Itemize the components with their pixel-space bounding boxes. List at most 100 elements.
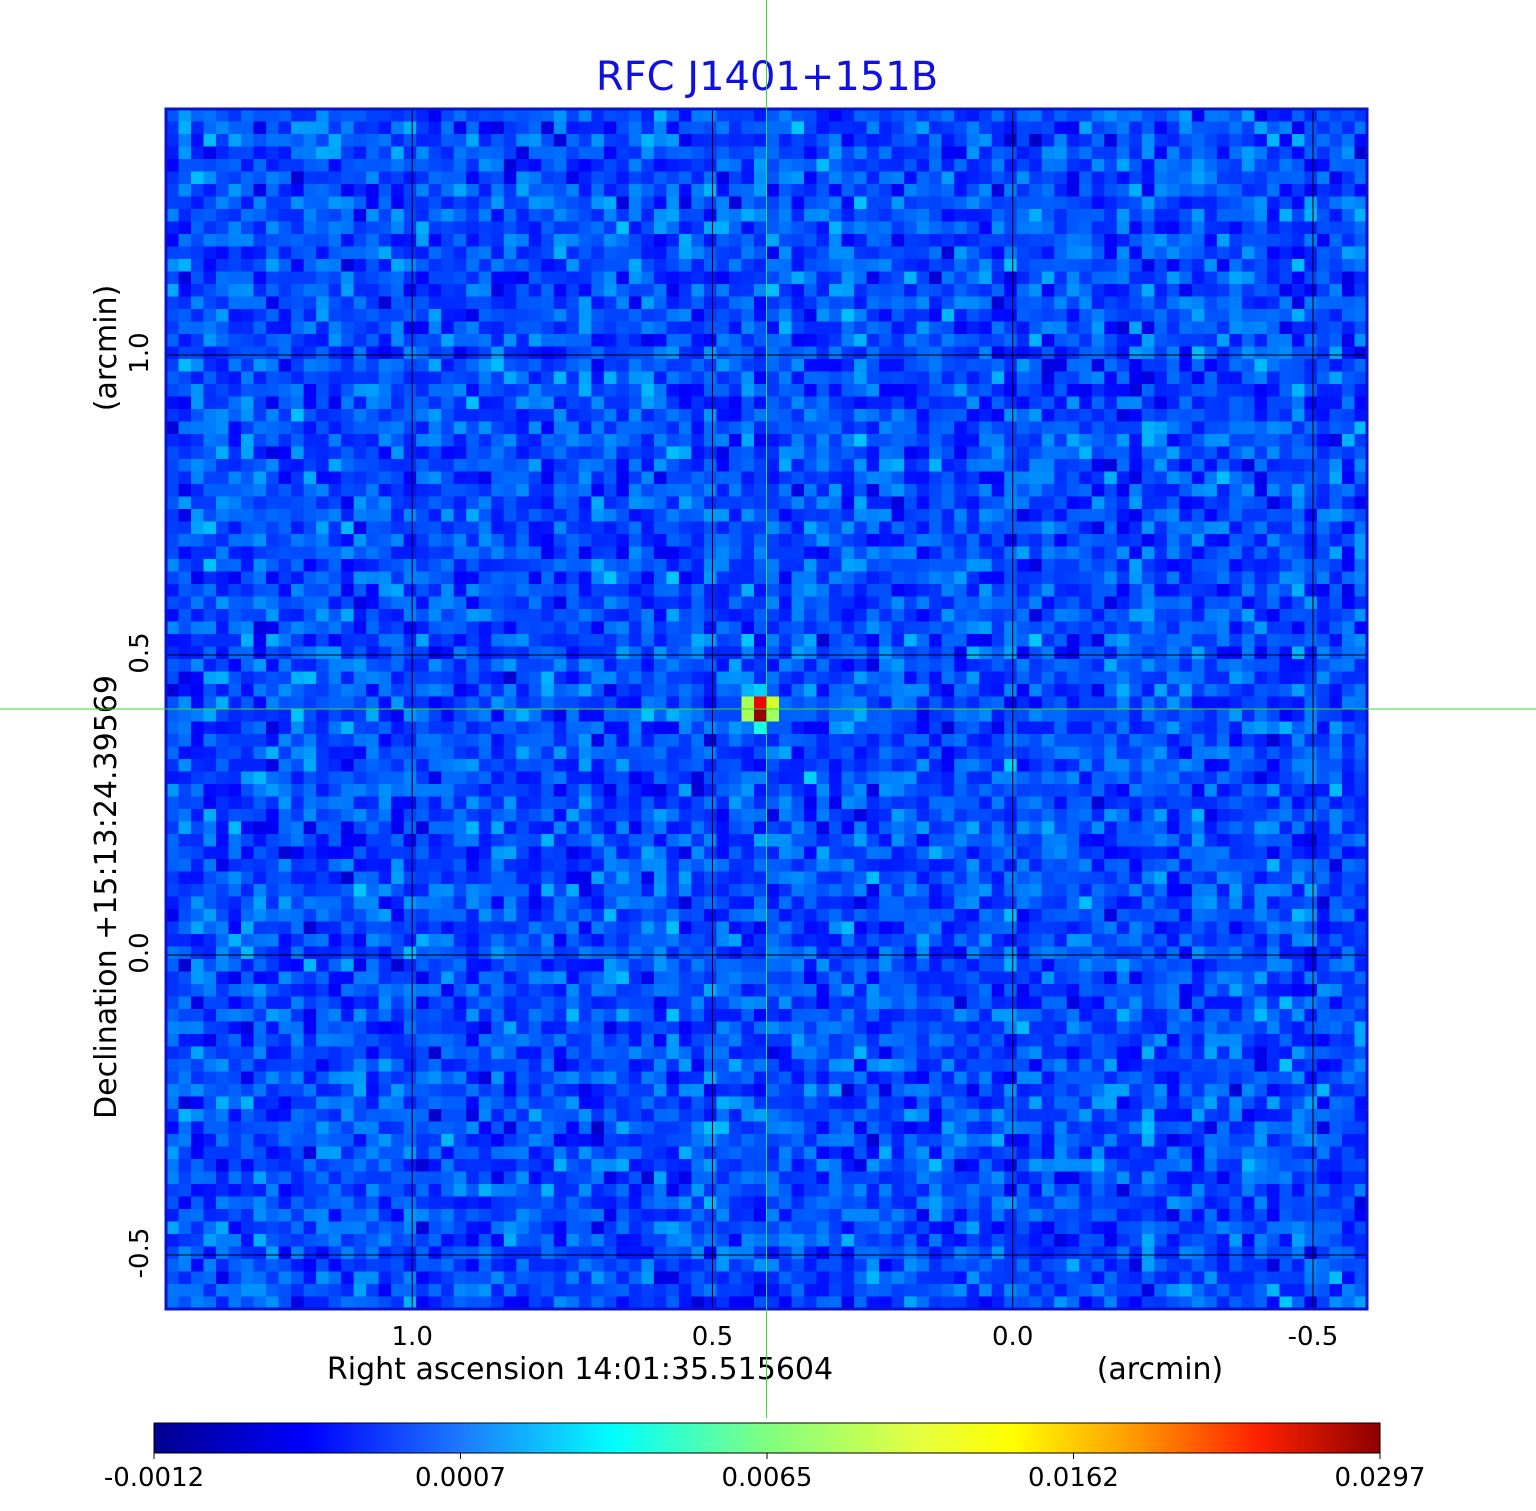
heatmap-pixel — [716, 171, 730, 185]
heatmap-pixel — [1166, 134, 1180, 148]
heatmap-pixel — [666, 584, 680, 598]
heatmap-pixel — [753, 196, 768, 210]
heatmap-pixel — [241, 409, 255, 423]
heatmap-pixel — [1254, 309, 1268, 323]
heatmap-pixel — [641, 534, 655, 548]
heatmap-pixel — [503, 396, 517, 410]
heatmap-pixel — [728, 396, 743, 410]
heatmap-pixel — [1279, 109, 1293, 123]
heatmap-pixel — [1279, 621, 1293, 635]
heatmap-pixel — [728, 359, 743, 373]
heatmap-pixel — [503, 509, 517, 523]
heatmap-pixel — [841, 709, 855, 723]
heatmap-pixel — [1054, 421, 1068, 435]
heatmap-pixel — [441, 259, 455, 273]
heatmap-pixel — [341, 409, 355, 423]
heatmap-pixel — [916, 446, 930, 460]
heatmap-pixel — [353, 321, 367, 335]
heatmap-pixel — [1154, 271, 1168, 285]
heatmap-pixel — [1291, 646, 1306, 660]
heatmap-pixel — [991, 646, 1005, 660]
heatmap-pixel — [253, 596, 267, 610]
heatmap-pixel — [541, 471, 555, 485]
heatmap-pixel — [741, 246, 755, 260]
heatmap-pixel — [603, 646, 617, 660]
heatmap-pixel — [1066, 359, 1080, 373]
heatmap-pixel — [929, 634, 943, 648]
heatmap-pixel — [516, 571, 530, 585]
heatmap-pixel — [1129, 396, 1143, 410]
heatmap-pixel — [753, 409, 768, 423]
heatmap-pixel — [1191, 296, 1205, 310]
heatmap-pixel — [653, 384, 668, 398]
heatmap-pixel — [804, 584, 818, 598]
heatmap-pixel — [1204, 684, 1218, 698]
heatmap-pixel — [378, 721, 392, 735]
heatmap-pixel — [941, 209, 955, 223]
heatmap-pixel — [541, 421, 555, 435]
heatmap-pixel — [766, 259, 780, 273]
heatmap-pixel — [416, 484, 430, 498]
heatmap-pixel — [929, 309, 943, 323]
heatmap-pixel — [791, 134, 805, 148]
heatmap-pixel — [241, 234, 255, 248]
heatmap-pixel — [1179, 659, 1193, 673]
heatmap-pixel — [941, 684, 955, 698]
heatmap-pixel — [453, 109, 467, 123]
heatmap-pixel — [1304, 221, 1318, 235]
heatmap-pixel — [1116, 434, 1130, 448]
heatmap-pixel — [816, 371, 830, 385]
heatmap-pixel — [1004, 321, 1018, 335]
heatmap-pixel — [1004, 171, 1018, 185]
heatmap-pixel — [441, 234, 455, 248]
heatmap-pixel — [1341, 271, 1356, 285]
heatmap-pixel — [1141, 309, 1155, 323]
heatmap-pixel — [991, 196, 1005, 210]
heatmap-pixel — [428, 421, 442, 435]
heatmap-pixel — [678, 496, 693, 510]
heatmap-pixel — [666, 121, 680, 135]
heatmap-pixel — [553, 459, 567, 473]
heatmap-pixel — [703, 196, 718, 210]
heatmap-pixel — [891, 484, 905, 498]
heatmap-pixel — [816, 559, 830, 573]
heatmap-pixel — [1191, 134, 1205, 148]
heatmap-pixel — [1166, 446, 1180, 460]
heatmap-pixel — [1129, 696, 1143, 710]
heatmap-pixel — [353, 659, 367, 673]
heatmap-pixel — [1129, 159, 1143, 173]
heatmap-pixel — [378, 159, 392, 173]
heatmap-pixel — [904, 409, 918, 423]
heatmap-pixel — [991, 459, 1005, 473]
heatmap-pixel — [491, 209, 505, 223]
heatmap-pixel — [1154, 446, 1168, 460]
heatmap-pixel — [353, 134, 367, 148]
heatmap-pixel — [1304, 396, 1318, 410]
heatmap-pixel — [829, 446, 843, 460]
heatmap-pixel — [266, 659, 280, 673]
heatmap-pixel — [979, 734, 993, 748]
heatmap-pixel — [1266, 521, 1281, 535]
heatmap-pixel — [366, 121, 380, 135]
heatmap-pixel — [1079, 484, 1093, 498]
heatmap-pixel — [691, 634, 705, 648]
heatmap-pixel — [1191, 421, 1205, 435]
heatmap-pixel — [916, 396, 930, 410]
heatmap-pixel — [566, 559, 580, 573]
heatmap-pixel — [779, 246, 793, 260]
heatmap-pixel — [1091, 571, 1105, 585]
heatmap-pixel — [979, 696, 993, 710]
heatmap-pixel — [641, 746, 655, 760]
heatmap-pixel — [941, 384, 955, 398]
heatmap-pixel — [216, 621, 230, 635]
heatmap-pixel — [278, 721, 292, 735]
heatmap-pixel — [1341, 496, 1356, 510]
heatmap-pixel — [353, 596, 367, 610]
heatmap-pixel — [766, 571, 780, 585]
heatmap-pixel — [1341, 446, 1356, 460]
heatmap-pixel — [804, 609, 818, 623]
heatmap-pixel — [178, 321, 192, 335]
heatmap-pixel — [1254, 609, 1268, 623]
heatmap-pixel — [641, 584, 655, 598]
heatmap-pixel — [378, 446, 392, 460]
